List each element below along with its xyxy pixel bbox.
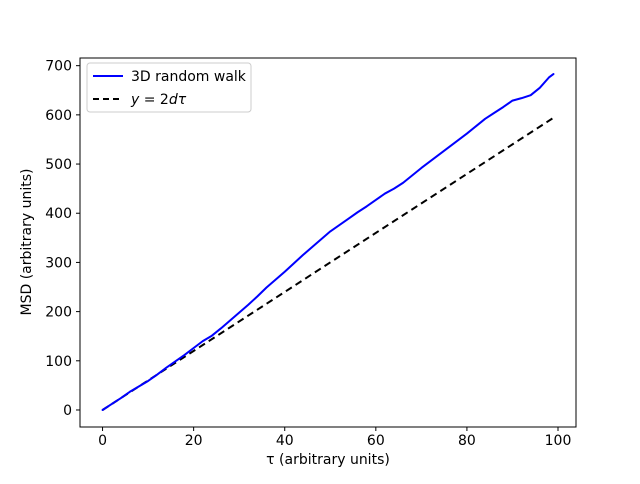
x-tick-label: 100	[545, 433, 572, 449]
x-axis-ticks: 0 20 40 60 80 100	[98, 427, 571, 449]
y-axis-ticks: 0 100 200 300 400 500 600 700	[45, 59, 80, 419]
y-tick-label: 700	[45, 59, 72, 75]
y-tick-label: 0	[63, 403, 72, 419]
series-3d-random-walk-line	[101, 73, 555, 411]
legend-label-theory: y = 2dτ	[130, 92, 187, 108]
y-tick-label: 600	[45, 108, 72, 124]
plot-frame	[79, 57, 577, 428]
legend-box	[86, 62, 252, 113]
x-tick-label: 0	[98, 433, 107, 449]
x-tick-label: 20	[185, 433, 203, 449]
x-axis-title: τ (arbitrary units)	[266, 452, 390, 468]
y-tick-label: 500	[45, 157, 72, 173]
legend: 3D random walk y = 2dτ	[86, 62, 252, 113]
y-axis-title: MSD (arbitrary units)	[19, 169, 35, 316]
y-tick-label: 400	[45, 206, 72, 222]
y-tick-label: 300	[45, 255, 72, 271]
x-tick-label: 40	[276, 433, 294, 449]
y-tick-label: 200	[45, 305, 72, 321]
legend-label-walk: 3D random walk	[131, 69, 247, 85]
x-tick-label: 80	[458, 433, 476, 449]
y-tick-label: 100	[45, 354, 72, 370]
x-tick-label: 60	[367, 433, 385, 449]
series-theory-line	[102, 116, 554, 411]
